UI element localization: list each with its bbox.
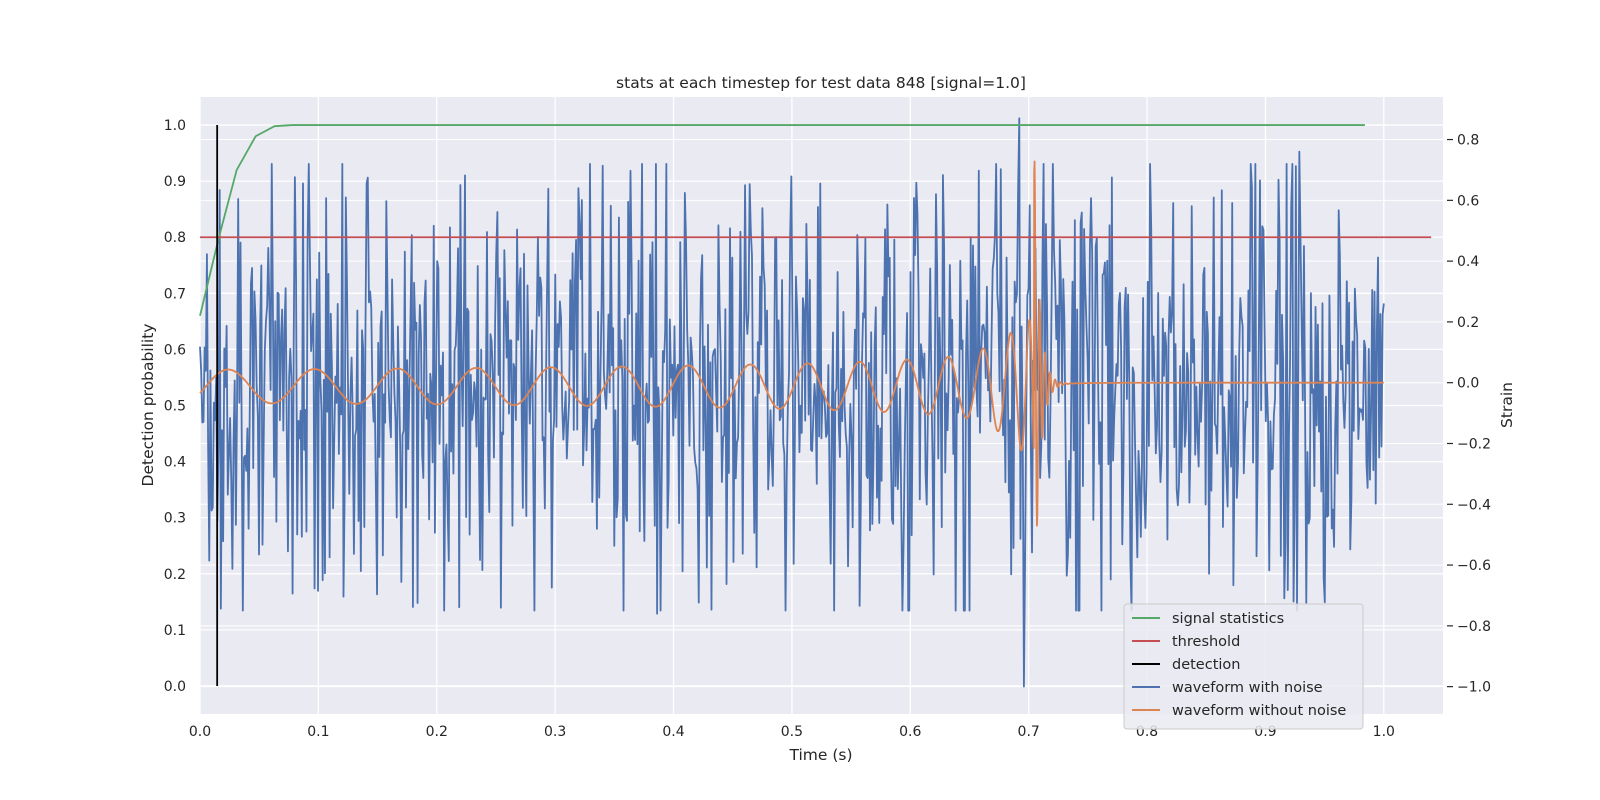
legend: signal statistics threshold detection wavef… xyxy=(1123,603,1364,730)
y-tick-label: 1.0 xyxy=(164,118,186,134)
legend-box xyxy=(1123,603,1364,730)
legend-label: waveform with noise xyxy=(1172,680,1323,696)
y-tick-label: 0.2 xyxy=(164,567,186,583)
series-waveform-without-noise xyxy=(199,160,1385,527)
y-right-tick-label: 0.4 xyxy=(1457,254,1479,270)
y-right-tick-label: −0.4 xyxy=(1457,497,1491,513)
y-tick-label: 0.4 xyxy=(164,455,186,471)
x-tick-label: 0.0 xyxy=(189,724,211,740)
x-tick-label: 0.5 xyxy=(781,724,803,740)
x-tick-label: 0.1 xyxy=(307,724,329,740)
y-axis-right-label: Strain xyxy=(1498,382,1516,428)
y-tick-label: 0.0 xyxy=(164,679,186,695)
x-tick-label: 0.7 xyxy=(1018,724,1040,740)
y-tick-label: 0.5 xyxy=(164,399,186,415)
x-axis-label: Time (s) xyxy=(788,746,852,764)
legend-label: waveform without noise xyxy=(1172,703,1346,719)
y-tick-label: 0.8 xyxy=(164,230,186,246)
y-axis-label: Detection probability xyxy=(139,324,157,487)
y-tick-label: 0.1 xyxy=(164,623,186,639)
y-tick-label: 0.3 xyxy=(164,511,186,527)
legend-label: signal statistics xyxy=(1172,611,1284,627)
y-right-tick-label: −0.8 xyxy=(1457,619,1491,635)
y-tick-label: 0.7 xyxy=(164,286,186,302)
x-tick-label: 0.3 xyxy=(544,724,566,740)
legend-label: detection xyxy=(1172,657,1240,673)
y-right-tick-label: −0.2 xyxy=(1457,436,1491,452)
y-right-tick-label: 0.8 xyxy=(1457,133,1479,149)
y-right-tick-label: −0.6 xyxy=(1457,558,1491,574)
y-right-tick-label: 0.6 xyxy=(1457,193,1479,209)
y-right-tick-label: −1.0 xyxy=(1457,680,1491,696)
x-tick-label: 0.6 xyxy=(899,724,921,740)
series-layer xyxy=(199,117,1432,688)
x-tick-label: 0.2 xyxy=(426,724,448,740)
y-right-tick-label: 0.2 xyxy=(1457,315,1479,331)
y-right-tick-label: 0.0 xyxy=(1457,376,1479,392)
x-tick-label: 1.0 xyxy=(1373,724,1395,740)
series-signal-statistics xyxy=(199,124,1365,316)
y-tick-label: 0.9 xyxy=(164,174,186,190)
y-tick-label: 0.6 xyxy=(164,342,186,358)
chart-title: stats at each timestep for test data 848… xyxy=(616,74,1026,92)
x-tick-label: 0.4 xyxy=(662,724,684,740)
legend-label: threshold xyxy=(1172,634,1240,650)
series-waveform-with-noise xyxy=(199,117,1385,688)
axes: 0.0 0.1 0.2 0.3 0.4 0.5 0.6 0.7 0.8 0.9 1.0 0.0 0.1 0… xyxy=(164,118,1491,740)
